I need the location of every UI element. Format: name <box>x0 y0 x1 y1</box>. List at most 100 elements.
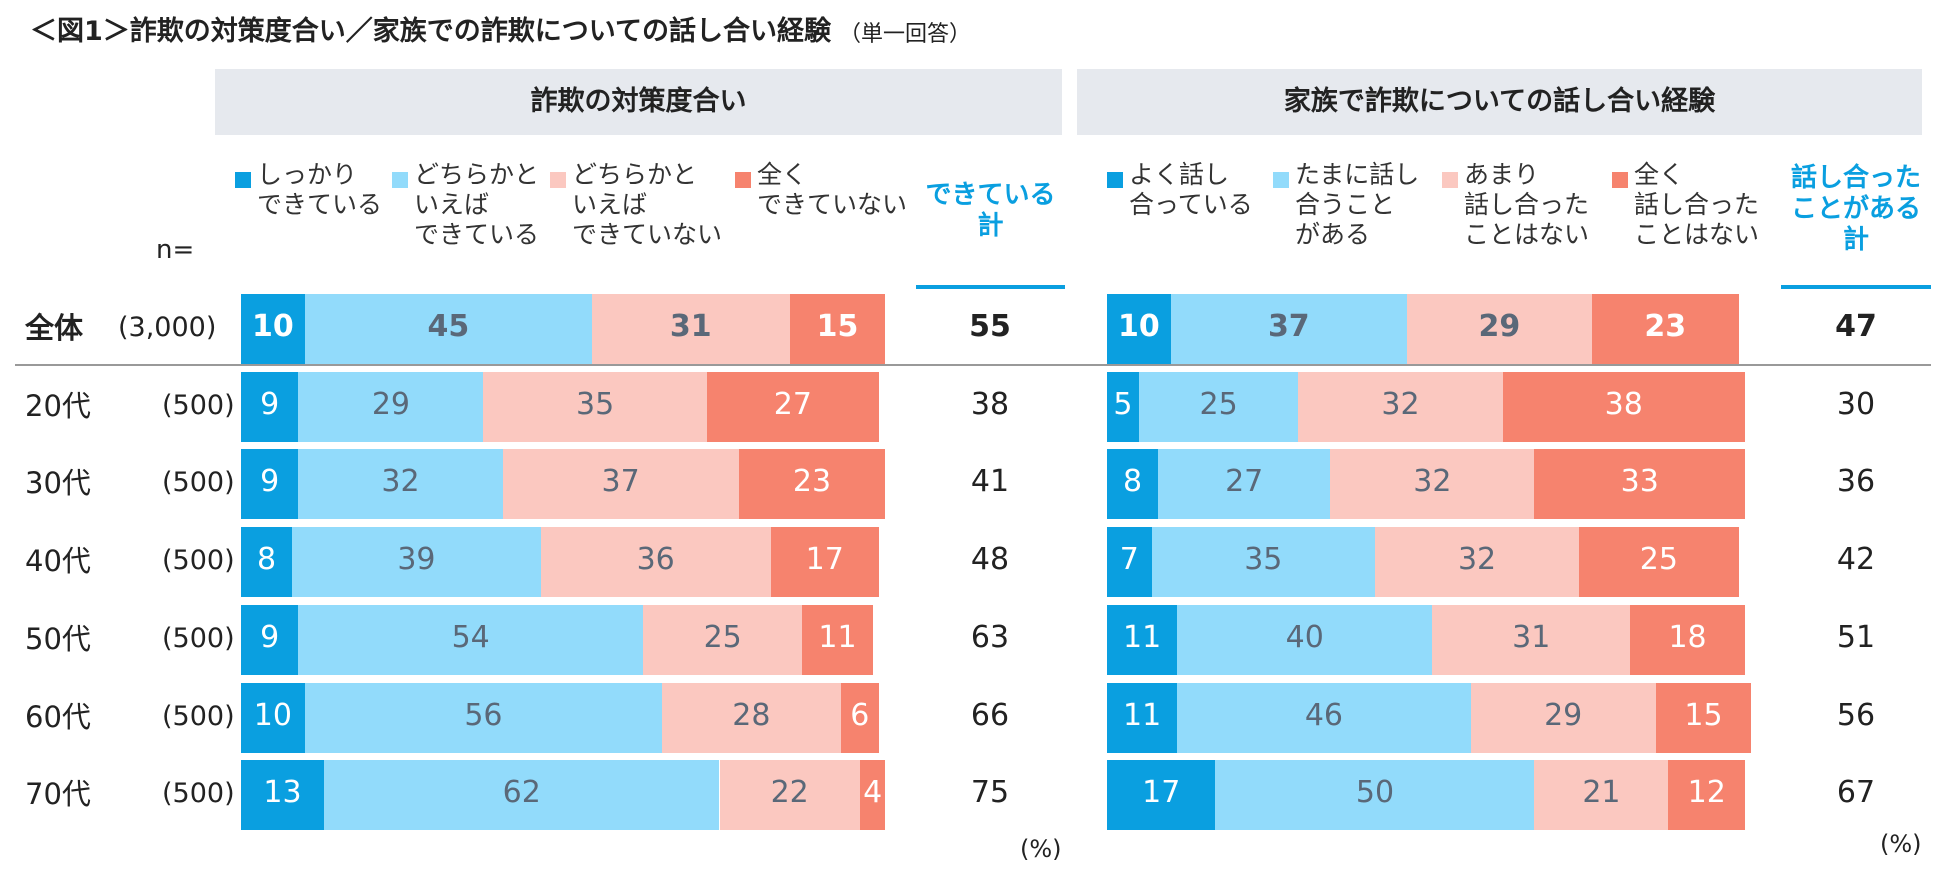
legend-swatch <box>1612 172 1628 188</box>
row-n: (3,000) <box>118 312 217 343</box>
value-label: 56 <box>464 697 503 733</box>
value-label: 21 <box>1582 775 1621 811</box>
value-label: 15 <box>1684 697 1723 733</box>
value-label: 28 <box>732 697 771 733</box>
value-label: 32 <box>1457 542 1497 578</box>
legend-label: どちらかと いえば できていない <box>572 160 723 249</box>
value-label: 15 <box>816 309 859 344</box>
bar-segment <box>304 682 663 753</box>
legend-swatch <box>550 172 566 188</box>
bar-segment <box>1107 527 1152 598</box>
total-underline <box>916 285 1065 289</box>
value-label: 27 <box>773 386 812 422</box>
bar-segment <box>738 449 886 520</box>
value-label: 32 <box>1381 386 1420 422</box>
value-label: 9 <box>260 619 280 655</box>
value-label: 45 <box>427 309 470 344</box>
bar-segment <box>802 604 873 675</box>
total-value: 51 <box>1836 619 1876 655</box>
bar-segment <box>1298 371 1503 442</box>
total-value: 41 <box>970 464 1010 500</box>
value-label: 25 <box>1199 386 1238 422</box>
value-label: 62 <box>502 775 541 811</box>
bar-segment <box>298 604 643 675</box>
value-label: 17 <box>1142 775 1181 811</box>
value-label: 9 <box>260 464 280 500</box>
bar-segment <box>241 294 305 364</box>
bar-segment <box>1151 527 1375 598</box>
row-n: (500) <box>162 389 235 421</box>
total-value: 66 <box>970 697 1010 733</box>
value-label: 25 <box>1639 542 1678 578</box>
total-value: 67 <box>1836 775 1876 811</box>
value-label: 8 <box>1122 464 1143 500</box>
value-label: 17 <box>805 542 844 578</box>
bar-segment <box>662 682 841 753</box>
value-label: 35 <box>1244 542 1283 578</box>
value-label: 22 <box>770 775 809 811</box>
legend-swatch <box>392 172 408 188</box>
bar-segment <box>1107 294 1171 364</box>
value-label: 18 <box>1668 619 1707 655</box>
bar-segment <box>1330 449 1535 520</box>
total-label: できている 計 <box>925 180 1056 242</box>
total-value: 56 <box>1836 697 1876 733</box>
total-label: 話し合った ことがある 計 <box>1790 163 1921 256</box>
row-label: 70代 <box>25 777 91 812</box>
bar-segment <box>1534 760 1669 831</box>
legend-swatch <box>735 172 751 188</box>
value-label: 12 <box>1687 775 1726 811</box>
bar-segment <box>1177 682 1471 753</box>
bar-segment <box>1107 682 1178 753</box>
legend-swatch <box>1442 172 1458 188</box>
note: （単一回答） <box>839 22 972 47</box>
value-label: 8 <box>256 542 277 578</box>
bar-segment <box>1158 449 1331 520</box>
bar-segment <box>1579 527 1739 598</box>
legend-swatch <box>1273 172 1289 188</box>
row-n: (500) <box>162 545 235 577</box>
bar-segment <box>706 371 879 442</box>
value-label: 40 <box>1285 619 1324 655</box>
bar-segment <box>1591 294 1739 364</box>
row-n: (500) <box>162 467 235 499</box>
bar-segment <box>591 294 790 364</box>
legend-swatch <box>1107 172 1123 188</box>
value-label: 9 <box>260 386 280 422</box>
bar-segment <box>241 371 299 442</box>
value-label: 39 <box>397 542 436 578</box>
value-label: 29 <box>1478 309 1521 344</box>
legend-label: 全く できていない <box>757 160 908 219</box>
value-label: 38 <box>1604 386 1643 422</box>
title: ＜図1＞詐欺の対策度合い／家族での詐欺についての話し合い経験 <box>30 16 831 47</box>
bar-segment <box>1374 527 1580 598</box>
bar-segment <box>840 682 879 753</box>
bar-segment <box>1668 760 1745 831</box>
row-label: 50代 <box>25 621 91 656</box>
value-label: 33 <box>1620 464 1659 500</box>
row-n: (500) <box>162 622 235 654</box>
value-label: 10 <box>252 309 294 344</box>
bar-segment <box>292 527 541 598</box>
bar-segment <box>1170 294 1407 364</box>
value-label: 11 <box>818 619 857 655</box>
legend-label: 全く 話し合った ことはない <box>1634 160 1760 249</box>
value-label: 25 <box>703 619 742 655</box>
value-label: 4 <box>863 775 883 811</box>
bar-segment <box>1107 371 1139 442</box>
value-label: 10 <box>253 697 292 733</box>
value-label: 36 <box>636 542 675 578</box>
total-value: 30 <box>1836 386 1876 422</box>
row-label: 30代 <box>25 466 91 501</box>
legend-label: あまり 話し合った ことはない <box>1464 160 1590 249</box>
bar-segment <box>1215 760 1535 831</box>
value-label: 5 <box>1113 386 1133 422</box>
bar-segment <box>1177 604 1433 675</box>
total-value: 38 <box>970 386 1010 422</box>
value-label: 37 <box>601 464 640 500</box>
value-label: 32 <box>381 464 420 500</box>
bar-segment <box>1470 682 1656 753</box>
value-label: 46 <box>1304 697 1343 733</box>
bar-segment <box>789 294 886 364</box>
